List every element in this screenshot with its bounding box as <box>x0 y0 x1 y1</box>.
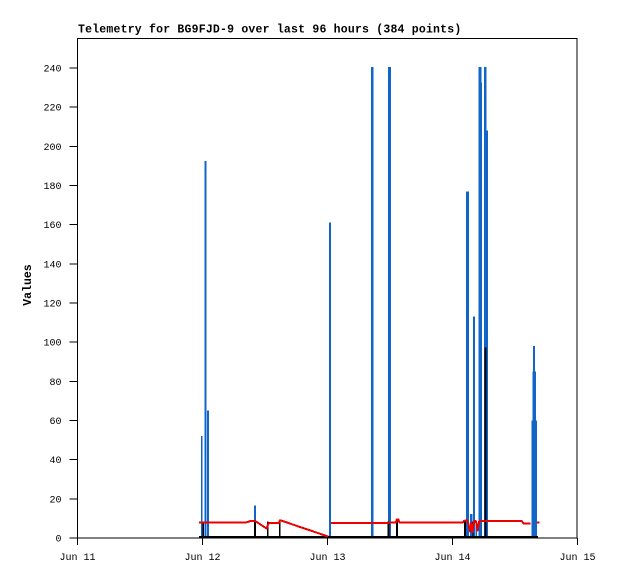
svg-text:120: 120 <box>43 300 61 311</box>
svg-text:0: 0 <box>55 535 61 546</box>
svg-text:Jun 11: Jun 11 <box>59 553 95 564</box>
svg-text:60: 60 <box>49 417 61 428</box>
svg-text:220: 220 <box>43 104 61 115</box>
svg-text:140: 140 <box>43 260 61 271</box>
svg-text:Jun 15: Jun 15 <box>559 553 595 564</box>
svg-text:Values: Values <box>22 264 35 306</box>
svg-text:240: 240 <box>43 65 61 76</box>
svg-text:180: 180 <box>43 182 61 193</box>
svg-text:Jun 12: Jun 12 <box>184 553 220 564</box>
svg-text:100: 100 <box>43 339 61 350</box>
svg-text:20: 20 <box>49 495 61 506</box>
svg-text:200: 200 <box>43 143 61 154</box>
svg-text:80: 80 <box>49 378 61 389</box>
svg-text:40: 40 <box>49 456 61 467</box>
svg-text:Jun 14: Jun 14 <box>434 553 470 564</box>
svg-text:Jun 13: Jun 13 <box>309 553 345 564</box>
svg-text:Telemetry for BG9FJD-9 over la: Telemetry for BG9FJD-9 over last 96 hour… <box>78 24 461 37</box>
svg-text:160: 160 <box>43 221 61 232</box>
